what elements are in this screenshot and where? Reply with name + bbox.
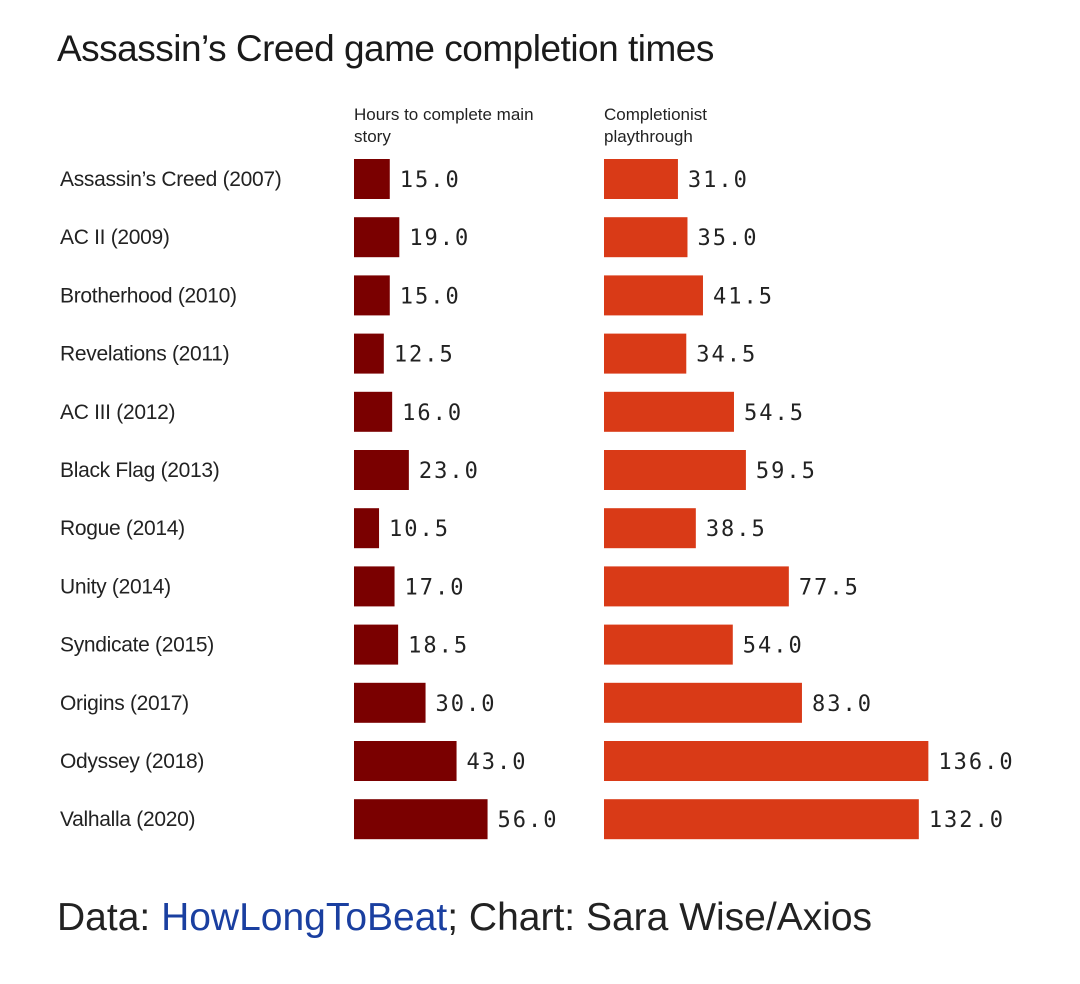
bar xyxy=(354,391,393,432)
category-label: Assassin’s Creed (2007) xyxy=(60,168,282,191)
category-label: Origins (2017) xyxy=(60,692,189,715)
bar xyxy=(354,741,457,781)
bar xyxy=(354,450,409,490)
bar xyxy=(354,566,395,607)
bar xyxy=(604,275,703,316)
bar xyxy=(354,624,399,665)
data-label: 12.5 xyxy=(394,343,455,368)
bar xyxy=(354,799,488,840)
data-label: 16.0 xyxy=(402,401,463,426)
data-label: 34.5 xyxy=(696,343,757,368)
bar xyxy=(604,333,687,374)
data-label: 19.0 xyxy=(409,226,470,251)
footer-prefix: Data: xyxy=(57,896,162,939)
data-label: 15.0 xyxy=(400,284,461,309)
data-label: 132.0 xyxy=(929,808,1005,833)
category-label: AC III (2012) xyxy=(60,401,175,424)
bar xyxy=(354,682,426,723)
bar xyxy=(604,391,734,432)
bar xyxy=(354,508,380,549)
data-label: 15.0 xyxy=(400,168,461,193)
category-label: AC II (2009) xyxy=(60,226,170,249)
category-label: Valhalla (2020) xyxy=(60,808,195,831)
bar xyxy=(604,159,678,199)
data-label: 35.0 xyxy=(697,226,758,251)
data-label: 136.0 xyxy=(938,750,1014,775)
column-header-completionist: Completionist playthrough xyxy=(604,105,707,146)
bar xyxy=(604,217,688,258)
category-label: Rogue (2014) xyxy=(60,517,185,540)
bar xyxy=(604,450,746,490)
data-label: 10.5 xyxy=(389,517,450,542)
bar xyxy=(354,159,390,199)
category-label: Black Flag (2013) xyxy=(60,459,219,482)
category-label: Syndicate (2015) xyxy=(60,634,214,657)
category-label: Revelations (2011) xyxy=(60,343,229,366)
source-link[interactable]: HowLongToBeat xyxy=(161,896,448,939)
data-label: 30.0 xyxy=(436,692,497,717)
data-label: 18.5 xyxy=(408,634,469,659)
data-label: 56.0 xyxy=(498,808,559,833)
footer-suffix: ; Chart: Sara Wise/Axios xyxy=(447,896,873,939)
category-label: Odyssey (2018) xyxy=(60,750,204,773)
data-label: 43.0 xyxy=(467,750,528,775)
category-label: Unity (2014) xyxy=(60,575,171,598)
data-label: 41.5 xyxy=(713,284,774,309)
source-credit: Data: HowLongToBeat; Chart: Sara Wise/Ax… xyxy=(57,896,872,940)
column-header-main-story: Hours to complete main story xyxy=(354,105,534,146)
bar xyxy=(604,741,929,781)
bar xyxy=(604,624,733,665)
chart-title: Assassin’s Creed game completion times xyxy=(57,28,714,69)
bar xyxy=(604,566,789,607)
data-label: 23.0 xyxy=(419,459,480,484)
data-label: 17.0 xyxy=(405,575,466,600)
data-label: 83.0 xyxy=(812,692,873,717)
bar xyxy=(354,275,390,316)
bar xyxy=(604,508,696,549)
bar-chart: Assassin’s Creed (2007) 15.0 31.0 AC II (20… xyxy=(60,159,1014,840)
data-label: 54.5 xyxy=(744,401,805,426)
bar xyxy=(604,799,919,840)
bar xyxy=(354,333,384,374)
bar xyxy=(354,217,400,258)
data-label: 77.5 xyxy=(799,575,860,600)
data-label: 38.5 xyxy=(706,517,767,542)
category-label: Brotherhood (2010) xyxy=(60,284,237,307)
bar xyxy=(604,682,802,723)
data-label: 59.5 xyxy=(756,459,817,484)
data-label: 54.0 xyxy=(743,634,804,659)
data-label: 31.0 xyxy=(688,168,749,193)
